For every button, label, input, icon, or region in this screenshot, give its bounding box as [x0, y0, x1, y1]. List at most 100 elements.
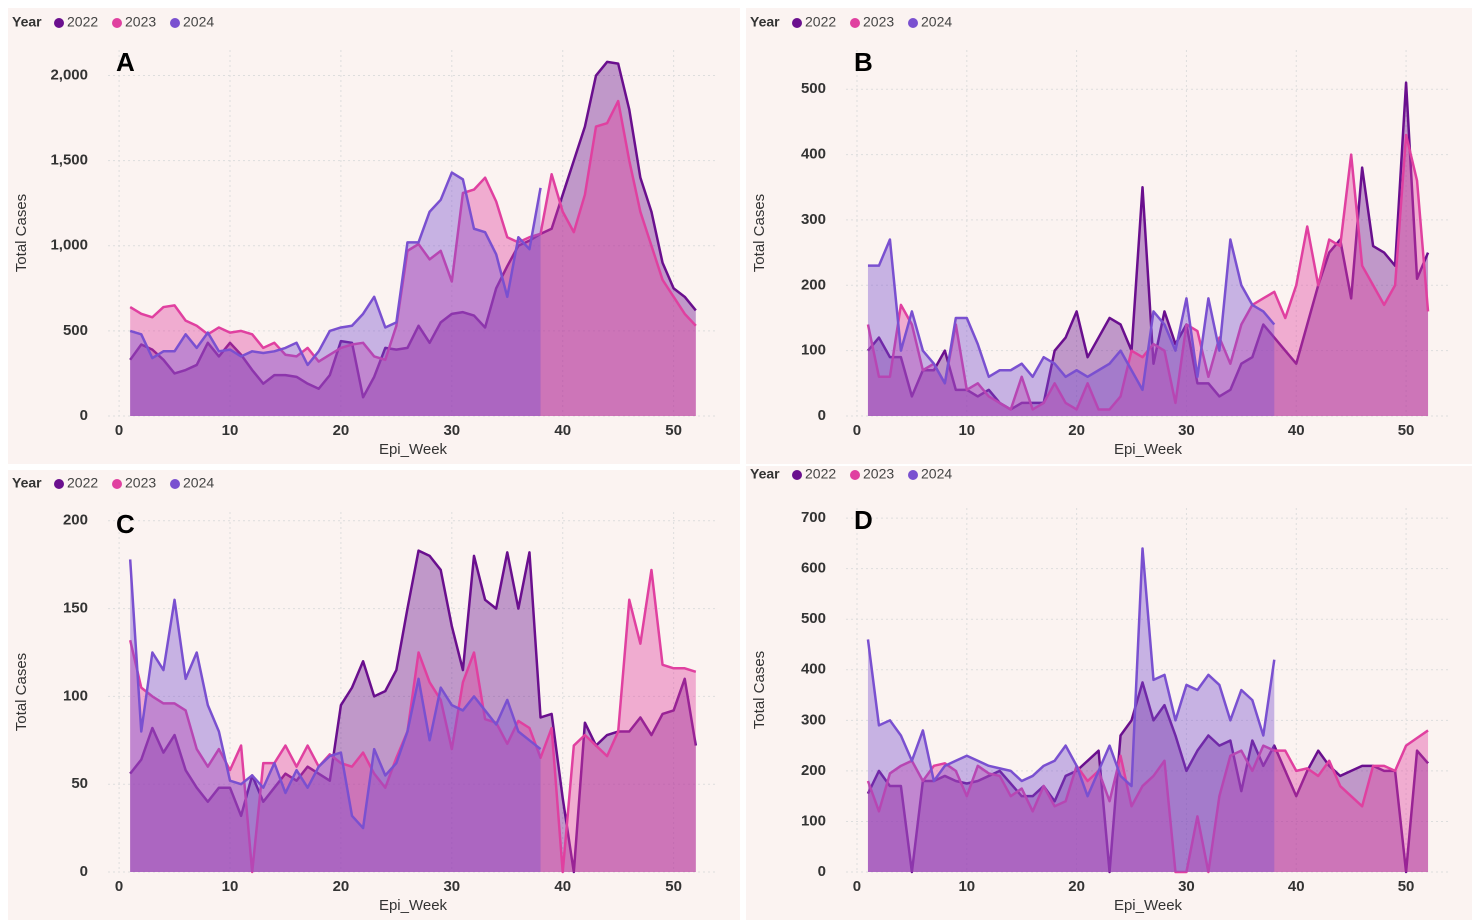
panel-label: C: [116, 509, 135, 539]
legend-label: 2024: [183, 475, 214, 491]
x-tick-label: 30: [1178, 422, 1195, 439]
x-tick-label: 10: [958, 422, 975, 439]
y-tick-label: 100: [801, 342, 826, 359]
series-line: [129, 99, 697, 363]
series-area: [130, 61, 696, 416]
panel: 0 500 1,000 1,500 2,000 0 10 20 30 40 50 Epi_Week To…: [8, 8, 740, 464]
x-tick-label: 10: [222, 422, 239, 439]
y-tick-label: 1,500: [50, 152, 88, 169]
legend-marker: [850, 470, 860, 480]
legend-label: 2022: [805, 14, 836, 30]
y-axis-title: Total Cases: [13, 194, 30, 272]
x-tick-label: 50: [665, 878, 682, 895]
legend-marker: [54, 18, 64, 28]
y-tick-label: 400: [801, 146, 826, 163]
legend-label: 2022: [805, 466, 836, 482]
legend-title: Year: [12, 475, 42, 491]
x-tick-label: 20: [1068, 422, 1085, 439]
y-tick-label: 0: [818, 863, 826, 880]
y-tick-label: 0: [80, 863, 88, 880]
legend-marker: [112, 479, 122, 489]
x-axis-title: Epi_Week: [379, 441, 448, 458]
legend-marker: [112, 18, 122, 28]
panel-background: [8, 8, 740, 464]
x-tick-label: 20: [1068, 878, 1085, 895]
x-tick-label: 10: [958, 878, 975, 895]
y-tick-label: 300: [801, 211, 826, 228]
y-tick-label: 500: [801, 610, 826, 627]
y-tick-label: 200: [63, 512, 88, 529]
legend-marker: [170, 479, 180, 489]
x-tick-label: 0: [853, 878, 861, 895]
x-tick-label: 0: [853, 422, 861, 439]
series-line: [129, 171, 542, 367]
legend-label: 2023: [863, 14, 894, 30]
legend-title: Year: [12, 14, 42, 30]
series-area: [867, 239, 1275, 416]
legend-label: 2023: [125, 14, 156, 30]
series-line: [866, 729, 1429, 874]
legend-marker: [908, 18, 918, 28]
series-area: [130, 559, 541, 872]
series-area: [130, 172, 541, 416]
series-line: [128, 559, 542, 830]
panel-label: B: [854, 47, 873, 77]
panel-label: A: [116, 47, 135, 77]
y-tick-label: 500: [63, 322, 88, 339]
legend-label: 2022: [67, 14, 98, 30]
x-tick-label: 20: [333, 422, 350, 439]
legend-label: 2024: [921, 466, 952, 482]
series-area: [867, 730, 1429, 872]
legend-marker: [908, 470, 918, 480]
x-tick-label: 40: [554, 422, 571, 439]
legend-marker: [54, 479, 64, 489]
y-tick-label: 150: [63, 600, 88, 617]
x-tick-label: 30: [1178, 878, 1195, 895]
panel-background: [746, 8, 1472, 464]
panel: 0 100 200 300 400 500 600 700 0 10 20 30 40 50 Epi_Wee…: [746, 466, 1472, 920]
legend-marker: [792, 470, 802, 480]
x-axis-title: Epi_Week: [379, 897, 448, 914]
legend-label: 2024: [921, 14, 952, 30]
legend-label: 2024: [183, 14, 214, 30]
y-tick-label: 200: [801, 276, 826, 293]
x-tick-label: 50: [1398, 422, 1415, 439]
y-tick-label: 500: [801, 80, 826, 97]
series-line: [866, 547, 1276, 798]
series-line: [867, 81, 1430, 411]
x-axis-title: Epi_Week: [1114, 897, 1183, 914]
x-tick-label: 50: [665, 422, 682, 439]
series-area: [130, 101, 696, 417]
y-axis-title: Total Cases: [13, 653, 30, 731]
panel: 0 50 100 150 200 0 10 20 30 40 50 Epi_Week Total Cas…: [8, 470, 740, 920]
legend-marker: [170, 18, 180, 28]
series-line: [129, 549, 698, 874]
y-tick-label: 50: [71, 775, 88, 792]
x-tick-label: 0: [115, 422, 123, 439]
x-tick-label: 40: [1288, 422, 1305, 439]
legend-title: Year: [750, 466, 780, 482]
y-tick-label: 300: [801, 711, 826, 728]
series-area: [867, 134, 1429, 416]
y-tick-label: 400: [801, 661, 826, 678]
x-tick-label: 50: [1398, 878, 1415, 895]
panel: 0 100 200 300 400 500 0 10 20 30 40 50 Epi_Week Total…: [746, 8, 1472, 464]
y-axis-title: Total Cases: [751, 194, 768, 272]
legend-label: 2023: [863, 466, 894, 482]
panel-background: [746, 466, 1472, 920]
x-tick-label: 20: [333, 878, 350, 895]
y-tick-label: 600: [801, 560, 826, 577]
x-axis-title: Epi_Week: [1114, 441, 1183, 458]
x-tick-label: 40: [1288, 878, 1305, 895]
x-tick-label: 0: [115, 878, 123, 895]
y-tick-label: 200: [801, 762, 826, 779]
panel-label: D: [854, 505, 873, 535]
legend-label: 2023: [125, 475, 156, 491]
y-tick-label: 100: [801, 812, 826, 829]
y-tick-label: 100: [63, 687, 88, 704]
x-tick-label: 40: [554, 878, 571, 895]
y-tick-label: 700: [801, 509, 826, 526]
y-tick-label: 0: [80, 407, 88, 424]
legend-title: Year: [750, 14, 780, 30]
